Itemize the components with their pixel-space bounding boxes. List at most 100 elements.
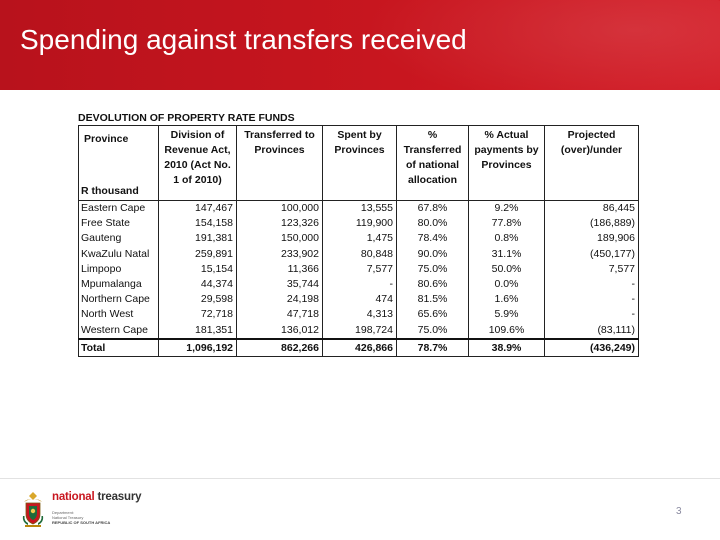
- cell-projected: (450,177): [544, 246, 639, 262]
- cell-projected: 7,577: [544, 261, 639, 278]
- cell-pct-actual: 109.6%: [468, 322, 545, 340]
- logo-line-republic: REPUBLIC OF SOUTH AFRICA: [52, 520, 111, 525]
- total-projected: (436,249): [544, 337, 639, 357]
- cell-province: Mpumalanga: [78, 277, 159, 293]
- cell-pct-actual: 0.8%: [468, 231, 545, 247]
- table-row: Limpopo 15,154 11,366 7,577 75.0% 50.0% …: [78, 261, 639, 278]
- total-division: 1,096,192: [158, 337, 237, 357]
- cell-pct-transferred: 75.0%: [396, 322, 469, 340]
- cell-division: 181,351: [158, 322, 237, 340]
- header-projected: Projected (over)/under: [544, 125, 639, 201]
- cell-pct-transferred: 80.0%: [396, 216, 469, 232]
- cell-transferred: 47,718: [236, 307, 323, 323]
- cell-pct-transferred: 75.0%: [396, 261, 469, 278]
- cell-transferred: 123,326: [236, 216, 323, 232]
- table-title: DEVOLUTION OF PROPERTY RATE FUNDS: [78, 112, 295, 124]
- national-treasury-logo: national treasury Department: National T…: [20, 490, 155, 528]
- cell-province: Gauteng: [78, 231, 159, 247]
- cell-transferred: 35,744: [236, 277, 323, 293]
- cell-pct-actual: 50.0%: [468, 261, 545, 278]
- property-rate-funds-table: Province R thousand Division of Revenue …: [78, 125, 639, 357]
- cell-projected: -: [544, 307, 639, 323]
- table-row: KwaZulu Natal 259,891 233,902 80,848 90.…: [78, 246, 639, 262]
- cell-projected: 86,445: [544, 200, 639, 217]
- total-pct-actual: 38.9%: [468, 337, 545, 357]
- total-spent: 426,866: [322, 337, 397, 357]
- cell-pct-actual: 5.9%: [468, 307, 545, 323]
- cell-spent: 13,555: [322, 200, 397, 217]
- cell-transferred: 233,902: [236, 246, 323, 262]
- cell-spent: 474: [322, 292, 397, 308]
- header-spent: Spent by Provinces: [322, 125, 397, 201]
- cell-projected: (83,111): [544, 322, 639, 340]
- table-header-row: Province R thousand Division of Revenue …: [78, 125, 639, 201]
- total-label: Total: [78, 337, 159, 357]
- cell-province: North West: [78, 307, 159, 323]
- cell-spent: -: [322, 277, 397, 293]
- table-total-row: Total 1,096,192 862,266 426,866 78.7% 38…: [78, 337, 639, 357]
- property-rate-funds-table-container: DEVOLUTION OF PROPERTY RATE FUNDS Provin…: [78, 111, 639, 357]
- logo-name-part2: treasury: [97, 491, 142, 503]
- cell-pct-transferred: 90.0%: [396, 246, 469, 262]
- logo-line-treasury: National Treasury: [52, 515, 84, 520]
- cell-division: 191,381: [158, 231, 237, 247]
- cell-division: 15,154: [158, 261, 237, 278]
- cell-spent: 80,848: [322, 246, 397, 262]
- cell-spent: 4,313: [322, 307, 397, 323]
- page-number: 3: [676, 506, 682, 517]
- table-row: Gauteng 191,381 150,000 1,475 78.4% 0.8%…: [78, 231, 639, 247]
- cell-division: 72,718: [158, 307, 237, 323]
- cell-spent: 1,475: [322, 231, 397, 247]
- coat-of-arms-icon: [22, 492, 44, 527]
- logo-name: national treasury: [52, 491, 141, 503]
- cell-pct-transferred: 65.6%: [396, 307, 469, 323]
- table-row: Eastern Cape 147,467 100,000 13,555 67.8…: [78, 200, 639, 217]
- footer-divider: [0, 478, 720, 479]
- header-province-label: Province: [84, 133, 129, 145]
- logo-name-part1: national: [52, 491, 95, 503]
- header-division-of-revenue: Division of Revenue Act, 2010 (Act No. 1…: [158, 125, 237, 201]
- cell-spent: 119,900: [322, 216, 397, 232]
- cell-transferred: 24,198: [236, 292, 323, 308]
- cell-pct-actual: 9.2%: [468, 200, 545, 217]
- cell-division: 44,374: [158, 277, 237, 293]
- header-swoosh: [340, 0, 720, 90]
- header-unit-label: R thousand: [81, 185, 139, 197]
- cell-projected: -: [544, 292, 639, 308]
- cell-division: 259,891: [158, 246, 237, 262]
- cell-spent: 7,577: [322, 261, 397, 278]
- table-row: Northern Cape 29,598 24,198 474 81.5% 1.…: [78, 292, 639, 308]
- cell-projected: 189,906: [544, 231, 639, 247]
- cell-pct-transferred: 67.8%: [396, 200, 469, 217]
- header-transferred: Transferred to Provinces: [236, 125, 323, 201]
- cell-province: Eastern Cape: [78, 200, 159, 217]
- cell-province: Northern Cape: [78, 292, 159, 308]
- slide-title: Spending against transfers received: [20, 24, 467, 55]
- header-pct-transferred: % Transferred of national allocation: [396, 125, 469, 201]
- header-province: Province R thousand: [78, 125, 159, 201]
- cell-spent: 198,724: [322, 322, 397, 340]
- table-body: Eastern Cape 147,467 100,000 13,555 67.8…: [78, 200, 639, 340]
- cell-pct-actual: 31.1%: [468, 246, 545, 262]
- cell-pct-actual: 1.6%: [468, 292, 545, 308]
- cell-transferred: 150,000: [236, 231, 323, 247]
- cell-pct-transferred: 81.5%: [396, 292, 469, 308]
- cell-province: Limpopo: [78, 261, 159, 278]
- cell-pct-actual: 0.0%: [468, 277, 545, 293]
- cell-projected: -: [544, 277, 639, 293]
- total-transferred: 862,266: [236, 337, 323, 357]
- table-row: Western Cape 181,351 136,012 198,724 75.…: [78, 322, 639, 340]
- cell-division: 147,467: [158, 200, 237, 217]
- cell-province: KwaZulu Natal: [78, 246, 159, 262]
- slide-header: Spending against transfers received: [0, 0, 720, 90]
- table-row: Free State 154,158 123,326 119,900 80.0%…: [78, 216, 639, 232]
- table-row: Mpumalanga 44,374 35,744 - 80.6% 0.0% -: [78, 277, 639, 293]
- cell-pct-transferred: 78.4%: [396, 231, 469, 247]
- cell-pct-transferred: 80.6%: [396, 277, 469, 293]
- cell-province: Free State: [78, 216, 159, 232]
- logo-line-department: Department:: [52, 510, 75, 515]
- cell-transferred: 136,012: [236, 322, 323, 340]
- header-pct-actual: % Actual payments by Provinces: [468, 125, 545, 201]
- cell-province: Western Cape: [78, 322, 159, 340]
- table-row: North West 72,718 47,718 4,313 65.6% 5.9…: [78, 307, 639, 323]
